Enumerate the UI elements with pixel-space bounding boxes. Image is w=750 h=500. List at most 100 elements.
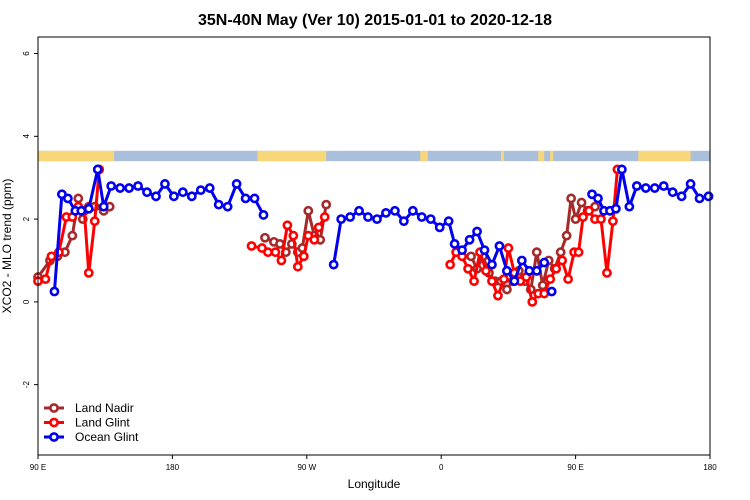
y-axis-label: XCO2 - MLO trend (ppm) [0, 179, 14, 314]
data-point [481, 265, 491, 276]
data-point [667, 187, 678, 198]
data-point [531, 265, 542, 276]
data-point [372, 214, 382, 224]
chart-title: 35N-40N May (Ver 10) 2015-01-01 to 2020-… [198, 12, 552, 29]
data-point [466, 251, 476, 262]
legend-swatch-marker [49, 417, 59, 428]
data-point [83, 268, 94, 278]
data-point [443, 216, 454, 227]
y-tick-label: 2 [22, 216, 31, 221]
land-strip-segment [550, 150, 554, 162]
data-point [563, 274, 574, 285]
data-point [276, 255, 287, 266]
data-point [539, 257, 550, 268]
data-point [381, 207, 391, 218]
data-point [499, 274, 509, 285]
data-point [240, 193, 251, 204]
data-point [288, 230, 299, 241]
data-point [92, 164, 103, 175]
data-point [89, 216, 100, 227]
data-point [46, 251, 57, 262]
data-point [309, 234, 320, 245]
data-point [463, 263, 473, 274]
x-tick-label: 90 W [297, 463, 316, 472]
data-point [557, 255, 568, 266]
data-point [573, 247, 584, 258]
data-point [464, 234, 475, 245]
land-strip-segment [638, 150, 691, 162]
data-point [570, 214, 581, 224]
data-point [292, 261, 303, 272]
data-point [649, 183, 660, 193]
ocean-strip [38, 150, 710, 162]
plot-frame [37, 36, 711, 456]
data-point [561, 230, 572, 241]
data-point [160, 179, 170, 189]
data-point [319, 212, 330, 222]
data-point [593, 193, 603, 204]
data-point [186, 191, 197, 202]
data-point [354, 205, 364, 216]
data-point [494, 241, 505, 251]
data-point [390, 205, 400, 216]
data-point [676, 191, 687, 202]
data-point [703, 191, 714, 202]
data-point [336, 214, 347, 224]
data-point [204, 183, 215, 193]
y-tick-label: 4 [22, 134, 31, 139]
data-point [407, 205, 418, 216]
data-point [524, 265, 535, 276]
data-point [40, 274, 51, 285]
data-point [658, 181, 669, 191]
x-tick-label: 180 [703, 463, 717, 472]
data-point [398, 216, 409, 227]
data-point [328, 259, 339, 270]
data-point [263, 247, 273, 258]
data-point [694, 193, 705, 204]
data-point [578, 212, 588, 222]
data-series [33, 164, 714, 307]
data-point [469, 276, 479, 287]
data-point [425, 214, 436, 224]
data-point [445, 259, 456, 270]
land-strip-segment [257, 150, 327, 162]
data-point [282, 220, 293, 231]
data-point [487, 276, 497, 287]
data-point [298, 251, 309, 262]
data-point [631, 181, 642, 191]
data-point [527, 296, 538, 307]
data-point [545, 274, 556, 285]
data-point [151, 191, 161, 202]
data-point [168, 191, 179, 202]
x-tick-label: 0 [439, 463, 444, 472]
data-point [363, 212, 373, 222]
data-point [222, 201, 233, 212]
data-point [457, 245, 468, 256]
legend-swatch-marker [49, 432, 59, 442]
data-point [303, 205, 314, 216]
x-tick-label: 180 [166, 463, 180, 472]
data-point [502, 284, 512, 295]
legend-label: Land Glint [75, 416, 130, 430]
data-point [249, 193, 260, 204]
data-point [246, 241, 257, 251]
data-point [611, 203, 621, 214]
series-land-glint [33, 164, 623, 307]
series-line [591, 167, 709, 213]
data-point [472, 226, 482, 237]
data-point [546, 286, 557, 297]
plot-axes: 90 E 180 90 W 0 90 E 180 -2 0 2 4 6 [22, 51, 717, 472]
data-point [566, 193, 577, 204]
data-point [62, 193, 73, 204]
data-point [616, 164, 627, 175]
data-point [640, 183, 651, 193]
data-point [115, 183, 126, 193]
data-point [479, 245, 490, 256]
data-point [503, 243, 514, 253]
data-point [539, 288, 550, 299]
data-point [231, 179, 242, 189]
legend-label: Ocean Glint [75, 430, 139, 444]
data-point [551, 263, 562, 274]
